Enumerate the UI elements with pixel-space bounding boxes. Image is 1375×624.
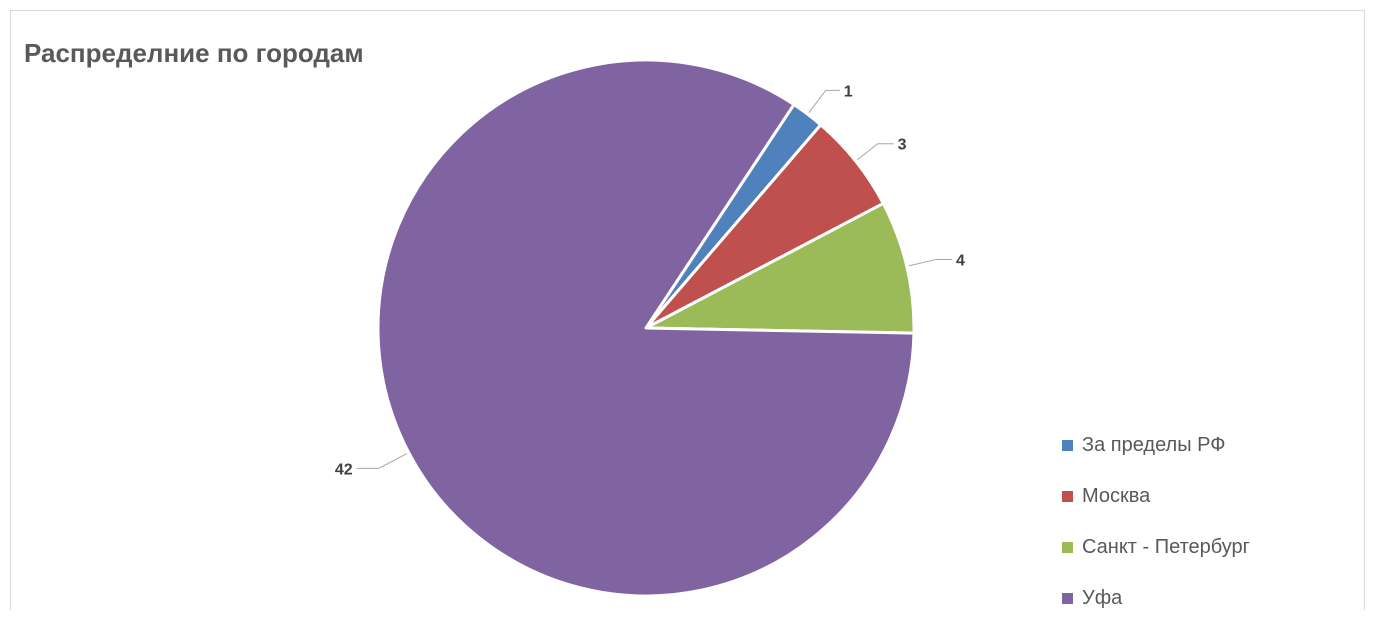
legend-swatch — [1062, 440, 1073, 451]
leader-line — [856, 143, 894, 161]
legend-item: За пределы РФ — [1062, 420, 1250, 471]
pie-slice — [376, 58, 916, 598]
data-label: 4 — [956, 252, 965, 269]
leader-line — [356, 453, 408, 469]
legend-swatch — [1062, 593, 1073, 604]
legend-label: Санкт - Петербург — [1082, 536, 1250, 558]
legend-swatch — [1062, 491, 1073, 502]
leader-line — [808, 89, 840, 113]
legend-item: Уфа — [1062, 573, 1250, 624]
chart-title: Распределние по городам — [24, 38, 364, 68]
legend-swatch — [1062, 542, 1073, 553]
legend-item: Москва — [1062, 471, 1250, 522]
leader-line — [908, 258, 953, 267]
chart-legend: За пределы РФ Москва Санкт - Петербург Уфа — [1062, 420, 1250, 624]
pie-slice — [644, 201, 916, 335]
pie-chart: 1 3 4 42 — [335, 58, 965, 598]
legend-label: Москва — [1082, 485, 1151, 507]
legend-item: Санкт - Петербург — [1062, 522, 1250, 573]
legend-label: За пределы РФ — [1082, 434, 1226, 456]
data-label: 1 — [844, 83, 853, 100]
data-label: 3 — [898, 137, 907, 154]
data-label: 42 — [335, 461, 353, 478]
legend-label: Уфа — [1082, 587, 1123, 609]
